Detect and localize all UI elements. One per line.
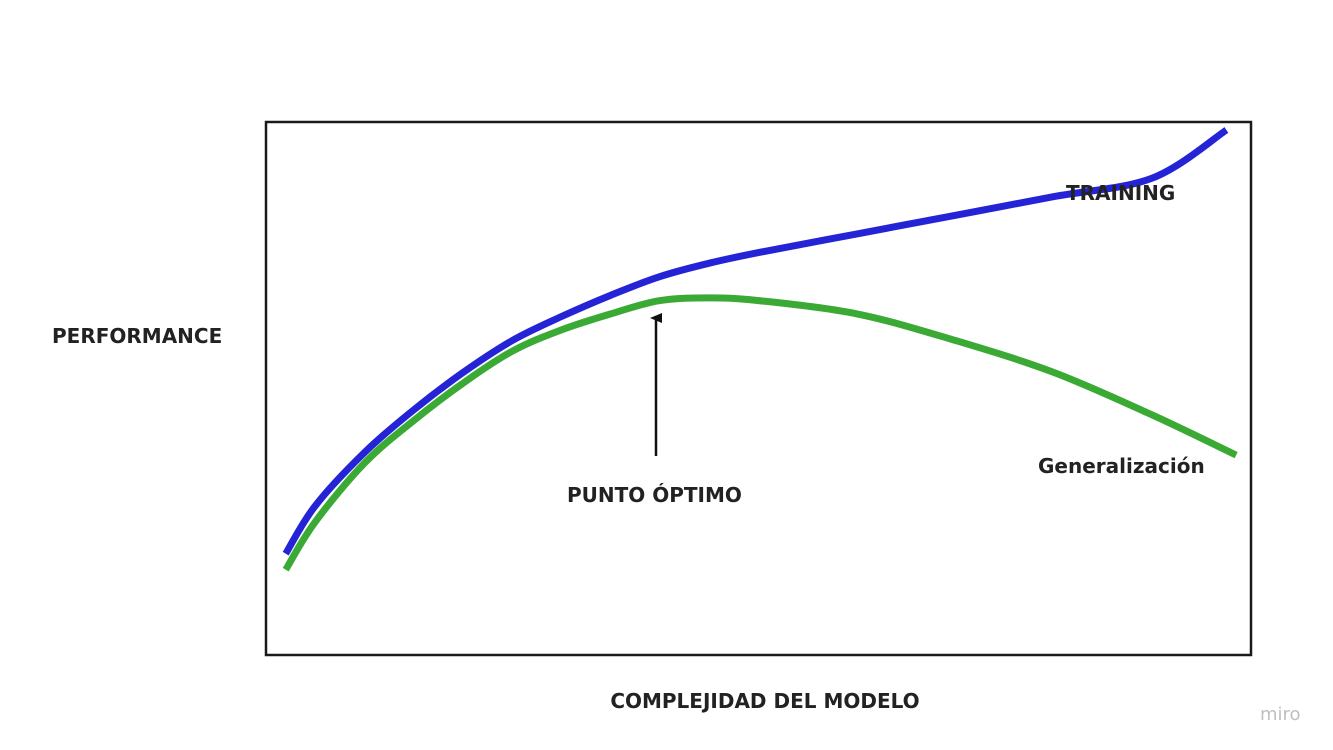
series-line-training: [282, 127, 1229, 556]
x-axis-label: COMPLEJIDAD DEL MODELO: [610, 689, 919, 713]
generalizacion-series-label: Generalización: [1038, 454, 1205, 478]
series-line-generalizacion: [282, 294, 1238, 572]
y-axis-label: PERFORMANCE: [52, 324, 222, 348]
miro-watermark: miro: [1260, 704, 1301, 725]
series-layer: [282, 127, 1238, 572]
optimum-annotation: PUNTO ÓPTIMO: [567, 483, 742, 507]
training-series-label: TRAINING: [1066, 181, 1175, 205]
